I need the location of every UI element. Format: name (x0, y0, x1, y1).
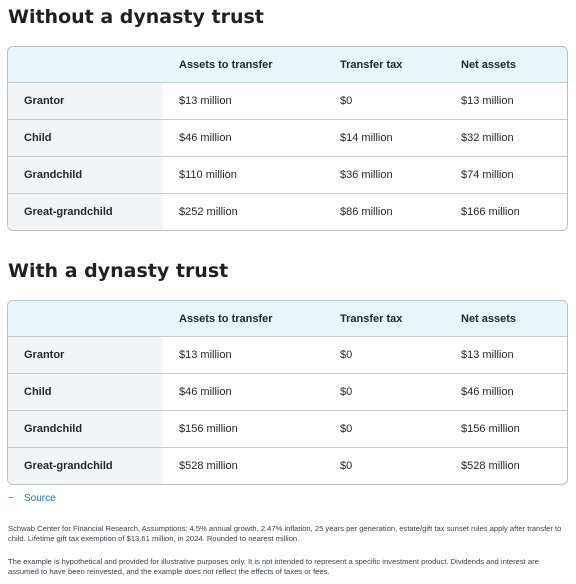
header-net-assets: Net assets (461, 58, 517, 71)
table-row: Grantor $13 million $0 $13 million (8, 82, 567, 119)
row-label: Grantor (8, 83, 163, 119)
row-label: Child (8, 120, 163, 156)
net-value: $32 million (461, 132, 514, 144)
table-row: Great-grandchild $252 million $86 millio… (8, 193, 567, 230)
net-value: $13 million (461, 349, 514, 361)
source-toggle-button[interactable]: − Source (8, 493, 56, 504)
row-label: Great-grandchild (8, 448, 163, 484)
header-net-assets: Net assets (461, 312, 517, 325)
tax-value: $0 (340, 423, 353, 435)
disclaimer-note: The example is hypothetical and provided… (8, 557, 539, 576)
table-header-row: Assets to transfer Transfer tax Net asse… (8, 301, 567, 336)
net-value: $13 million (461, 95, 514, 107)
tax-value: $14 million (340, 132, 393, 144)
table-row: Child $46 million $0 $46 million (8, 373, 567, 410)
net-value: $166 million (461, 206, 520, 218)
section-title-without: Without a dynasty trust (8, 6, 264, 28)
table-row: Grandchild $156 million $0 $156 million (8, 410, 567, 447)
assets-value: $13 million (179, 95, 232, 107)
assets-value: $252 million (179, 206, 238, 218)
assets-value: $528 million (179, 460, 238, 472)
table-row: Child $46 million $14 million $32 millio… (8, 119, 567, 156)
assumptions-note: Schwab Center for Financial Research. As… (8, 524, 562, 543)
net-value: $528 million (461, 460, 520, 472)
tax-value: $36 million (340, 169, 393, 181)
assets-value: $13 million (179, 349, 232, 361)
source-label: Source (24, 493, 56, 504)
tax-value: $0 (340, 386, 353, 398)
net-value: $46 million (461, 386, 514, 398)
tax-value: $0 (340, 95, 353, 107)
row-label: Grantor (8, 337, 163, 373)
table-without-dynasty-trust: Assets to transfer Transfer tax Net asse… (7, 46, 568, 231)
tax-value: $0 (340, 460, 353, 472)
table-row: Great-grandchild $528 million $0 $528 mi… (8, 447, 567, 484)
tax-value: $0 (340, 349, 353, 361)
header-assets-to-transfer: Assets to transfer (179, 312, 273, 325)
header-assets-to-transfer: Assets to transfer (179, 58, 273, 71)
section-title-with: With a dynasty trust (8, 260, 229, 282)
header-transfer-tax: Transfer tax (340, 312, 403, 325)
assets-value: $46 million (179, 132, 232, 144)
row-label: Grandchild (8, 411, 163, 447)
row-label: Grandchild (8, 157, 163, 193)
net-value: $156 million (461, 423, 520, 435)
table-with-dynasty-trust: Assets to transfer Transfer tax Net asse… (7, 300, 568, 485)
tax-value: $86 million (340, 206, 393, 218)
assets-value: $156 million (179, 423, 238, 435)
table-row: Grandchild $110 million $36 million $74 … (8, 156, 567, 193)
header-transfer-tax: Transfer tax (340, 58, 403, 71)
assets-value: $110 million (179, 169, 237, 181)
collapse-icon: − (8, 493, 14, 504)
header-cell-empty (8, 301, 163, 336)
assets-value: $46 million (179, 386, 232, 398)
net-value: $74 million (461, 169, 514, 181)
header-cell-empty (8, 47, 163, 82)
table-header-row: Assets to transfer Transfer tax Net asse… (8, 47, 567, 82)
row-label: Child (8, 374, 163, 410)
row-label: Great-grandchild (8, 194, 163, 230)
table-row: Grantor $13 million $0 $13 million (8, 336, 567, 373)
